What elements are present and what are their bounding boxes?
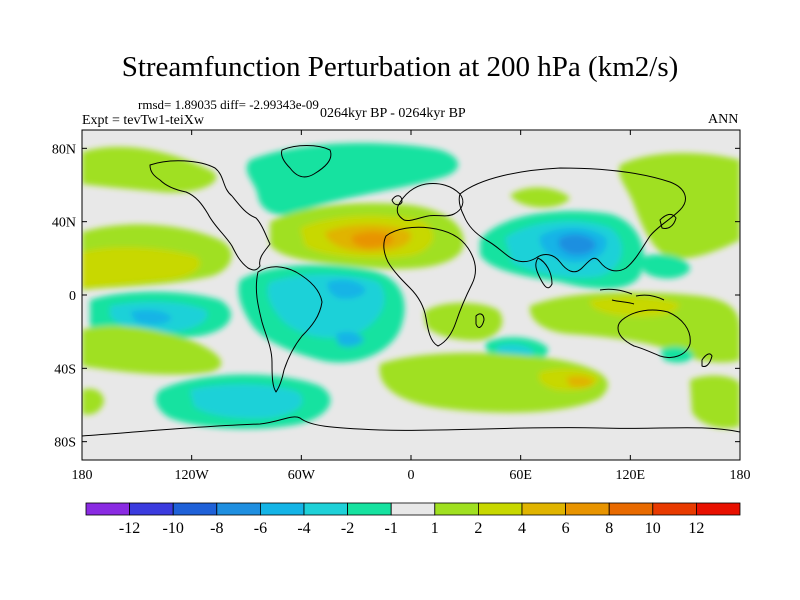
contour-region [529,292,740,363]
coastline-madagascar [475,313,485,328]
coastline-indonesia [599,288,665,305]
coastline-greenland [281,145,332,178]
plot-title: Streamfunction Perturbation at 200 hPa (… [121,51,679,83]
colorbar-label: -6 [254,520,267,537]
colorbar-swatch [434,502,479,516]
contour-region [82,325,222,375]
coastline-antarctica [82,416,740,437]
season-label: ANN [708,112,739,127]
contour-region [379,352,608,413]
lon-tick-label: 180 [72,468,93,483]
colorbar-label: -12 [119,520,140,537]
contour-region [246,143,459,216]
colorbar-swatch [390,502,436,516]
period-line: 0264kyr BP - 0264kyr BP [320,106,466,121]
colorbar-swatch [521,502,566,516]
lon-tick-label: 120E [616,468,646,483]
lon-tick-label: 180 [730,468,751,483]
colorbar-label: 8 [605,520,613,537]
colorbar-swatch [216,502,261,516]
contour-region [690,375,740,429]
contour-region [82,146,217,193]
colorbar-swatch [696,502,741,516]
contour-region [424,302,503,341]
contour-region [327,280,366,299]
coastline-asia [458,167,686,273]
contour-region [82,247,201,288]
lat-tick-label: 40S [54,362,76,377]
coastlines [82,145,740,437]
contour-region [558,234,596,255]
coastline-japan [659,213,677,229]
contour-region [566,375,594,388]
contour-region [619,153,740,259]
coastline-uk [391,195,403,206]
stats-line: rmsd= 1.89035 diff= -2.99343e-09 [138,97,319,112]
coastline-australia [617,309,691,358]
contour-region [130,310,172,325]
colorbar: -12 -10 -8 -6 -4 -2 -1 1 2 4 6 8 10 12 [85,502,741,537]
colorbar-label: 10 [645,520,661,537]
lat-tick-label: 0 [69,289,76,304]
colorbar-label: 2 [474,520,482,537]
colorbar-swatch [85,502,130,516]
colorbar-swatch [347,502,392,516]
lon-tick-label: 0 [408,468,415,483]
colorbar-swatch [477,502,523,516]
lat-tick-label: 80N [52,142,76,157]
colorbar-swatch [259,502,305,516]
contour-region [190,384,303,419]
colorbar-label: 6 [562,520,570,537]
colorbar-label: -2 [341,520,354,537]
axis-ticks: 180 120W 60W 0 60E 120E 180 80N 40N 0 40S 80S [52,130,751,483]
colorbar-label: -1 [385,520,398,537]
colorbar-label: 12 [688,520,704,537]
colorbar-swatch [652,502,697,516]
contour-region [589,296,680,317]
lat-tick-label: 40N [52,216,76,231]
colorbar-label: -8 [210,520,223,537]
coastline-south-america [255,266,323,393]
contour-region [660,346,694,363]
contour-region [510,187,570,208]
contour-fill-layer [82,143,740,429]
colorbar-label: -10 [163,520,184,537]
lat-tick-label: 80S [54,436,76,451]
lon-tick-label: 60E [509,468,532,483]
contour-region [336,332,364,347]
coastline-europe [396,183,464,221]
coastline-new-zealand [701,353,713,367]
coastline-india [535,257,553,289]
colorbar-swatch [303,502,348,516]
contour-region [640,254,690,279]
contour-region [82,388,104,415]
coastline-north-america [149,160,271,271]
colorbar-swatch [129,502,174,516]
colorbar-swatch [565,502,610,516]
coastline-africa [383,226,476,347]
lon-tick-label: 60W [288,468,316,483]
colorbar-label: 4 [518,520,526,537]
map-area [82,130,740,460]
colorbar-swatch [172,502,218,516]
colorbar-label: 1 [431,520,439,537]
experiment-line: Expt = tevTw1-teiXw [82,113,205,128]
colorbar-swatch [608,502,654,516]
colorbar-label: -4 [297,520,310,537]
lon-tick-label: 120W [175,468,210,483]
